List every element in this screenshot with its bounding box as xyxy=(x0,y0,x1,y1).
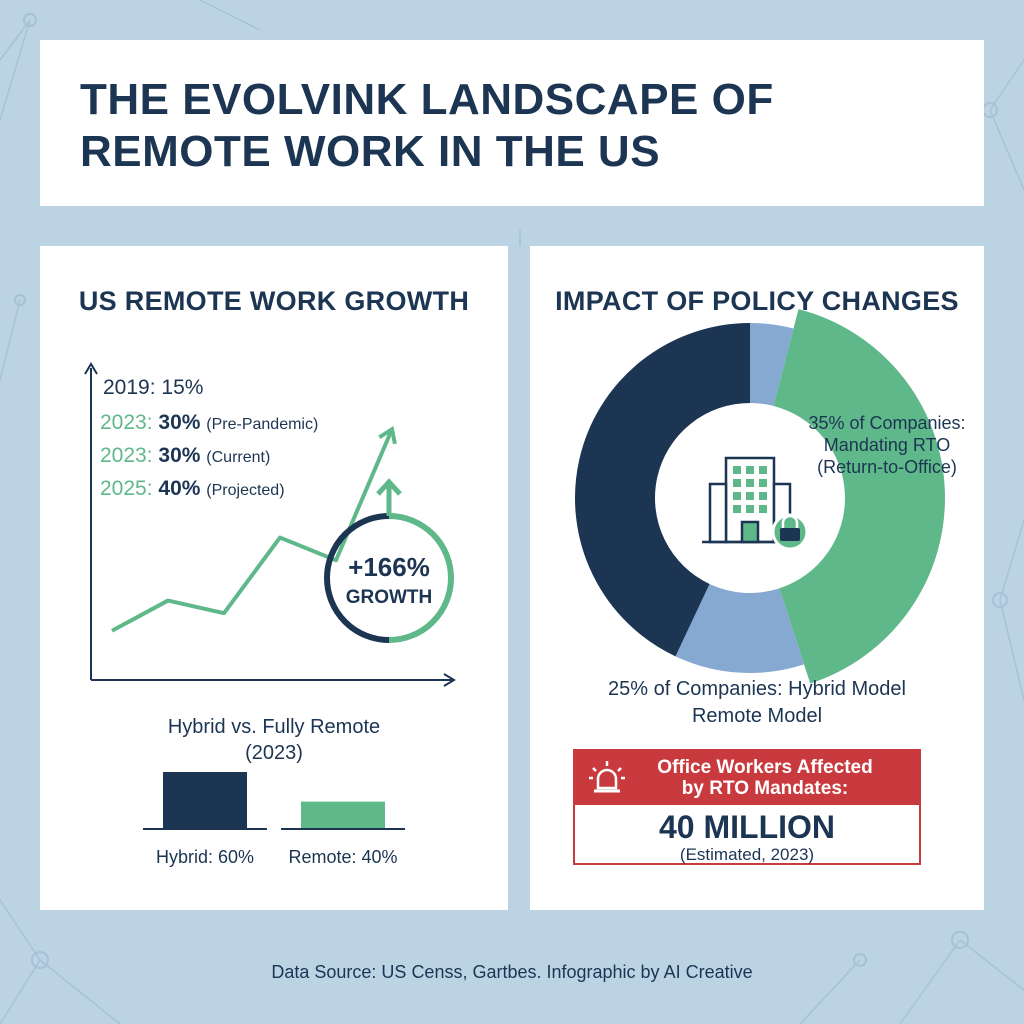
stat-row-2023-current: 2023: 30% (Current) xyxy=(100,444,270,467)
bar-chart-title-line-2: (2023) xyxy=(245,742,303,764)
bar-label-1: Remote: 40% xyxy=(288,847,397,867)
growth-badge: +166% GROWTH xyxy=(324,478,454,643)
bar-0 xyxy=(163,772,247,829)
page-title-line-2: REMOTE WORK IN THE US xyxy=(80,127,661,176)
policy-panel-title: IMPACT OF POLICY CHANGES xyxy=(555,286,959,316)
building-window xyxy=(733,479,741,487)
building-window xyxy=(746,466,754,474)
remote-work-growth-panel: US REMOTE WORK GROWTH 2019: 15% 2023: 30… xyxy=(40,246,508,910)
bar-label-0: Hybrid: 60% xyxy=(156,847,254,867)
rto-label-line-3: (Return-to-Office) xyxy=(817,457,957,477)
building-window xyxy=(746,479,754,487)
donut-slice-3 xyxy=(575,323,752,657)
policy-impact-panel: IMPACT OF POLICY CHANGES 35% of Companie… xyxy=(530,246,984,910)
bar-1 xyxy=(301,801,385,829)
rto-workers-alert: Office Workers Affected by RTO Mandates:… xyxy=(573,749,921,865)
siren-icon xyxy=(589,761,625,793)
policy-donut-chart xyxy=(575,309,945,684)
stat-row-2023-pre: 2023: 30% (Pre-Pandemic) xyxy=(100,411,318,434)
growth-label: GROWTH xyxy=(346,587,433,608)
alert-value: 40 MILLION xyxy=(658,809,835,845)
rto-label: 35% of Companies: Mandating RTO (Return-… xyxy=(792,412,982,478)
building-window xyxy=(733,466,741,474)
building-window xyxy=(746,492,754,500)
building-window xyxy=(759,492,767,500)
stat-row-2019: 2019: 15% xyxy=(103,376,203,399)
x-axis-arrow xyxy=(443,673,456,687)
growth-value: +166% xyxy=(348,552,430,582)
alert-note: (Estimated, 2023) xyxy=(679,845,815,864)
rto-label-line-2: Mandating RTO xyxy=(823,435,951,455)
y-axis-arrow xyxy=(84,362,98,375)
donut-slice-2 xyxy=(675,583,805,673)
hybrid-remote-bar-chart: Hybrid: 60% Remote: 40% xyxy=(143,772,405,867)
alert-heading-line-2: by RTO Mandates: xyxy=(681,778,849,799)
lock-icon xyxy=(771,513,809,551)
building-window xyxy=(759,466,767,474)
bar-chart-title-line-1: Hybrid vs. Fully Remote xyxy=(167,716,381,738)
donut-slices xyxy=(575,309,945,684)
hybrid-label-line-1: 25% of Companies: Hybrid Model xyxy=(608,678,906,700)
growth-panel-title: US REMOTE WORK GROWTH xyxy=(78,286,470,316)
growth-line-chart: 2019: 15% 2023: 30% (Pre-Pandemic) 2023:… xyxy=(84,362,456,867)
trend-line xyxy=(111,428,394,633)
title-banner: THE EVOLVINK LANDSCAPE OF REMOTE WORK IN… xyxy=(40,40,984,206)
donut-slice-0 xyxy=(748,323,794,407)
data-source-footer: Data Source: US Censs, Gartbes. Infograp… xyxy=(271,962,753,982)
donut-slice-1 xyxy=(772,309,945,684)
trend-line-series xyxy=(111,425,397,633)
alert-header: Office Workers Affected by RTO Mandates: xyxy=(575,751,919,805)
hybrid-label-line-2: Remote Model xyxy=(691,705,823,727)
building-window xyxy=(759,505,767,513)
rto-label-line-1: 35% of Companies: xyxy=(808,413,966,433)
building-window xyxy=(759,479,767,487)
alert-heading: Office Workers Affected by RTO Mandates: xyxy=(635,757,895,799)
stat-row-2025: 2025: 40% (Projected) xyxy=(100,477,285,500)
building-window xyxy=(746,505,754,513)
trend-line-arrowhead xyxy=(378,425,397,445)
arrow-up-icon xyxy=(376,478,402,516)
page-title-line-1: THE EVOLVINK LANDSCAPE OF xyxy=(80,75,774,124)
building-window xyxy=(733,492,741,500)
building-window xyxy=(733,505,741,513)
alert-heading-line-1: Office Workers Affected xyxy=(657,757,873,778)
building-windows xyxy=(733,466,767,513)
